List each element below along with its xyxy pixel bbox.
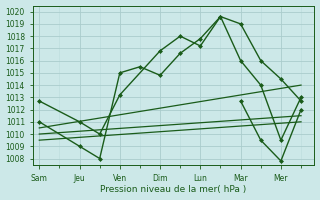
X-axis label: Pression niveau de la mer( hPa ): Pression niveau de la mer( hPa ) bbox=[100, 185, 247, 194]
